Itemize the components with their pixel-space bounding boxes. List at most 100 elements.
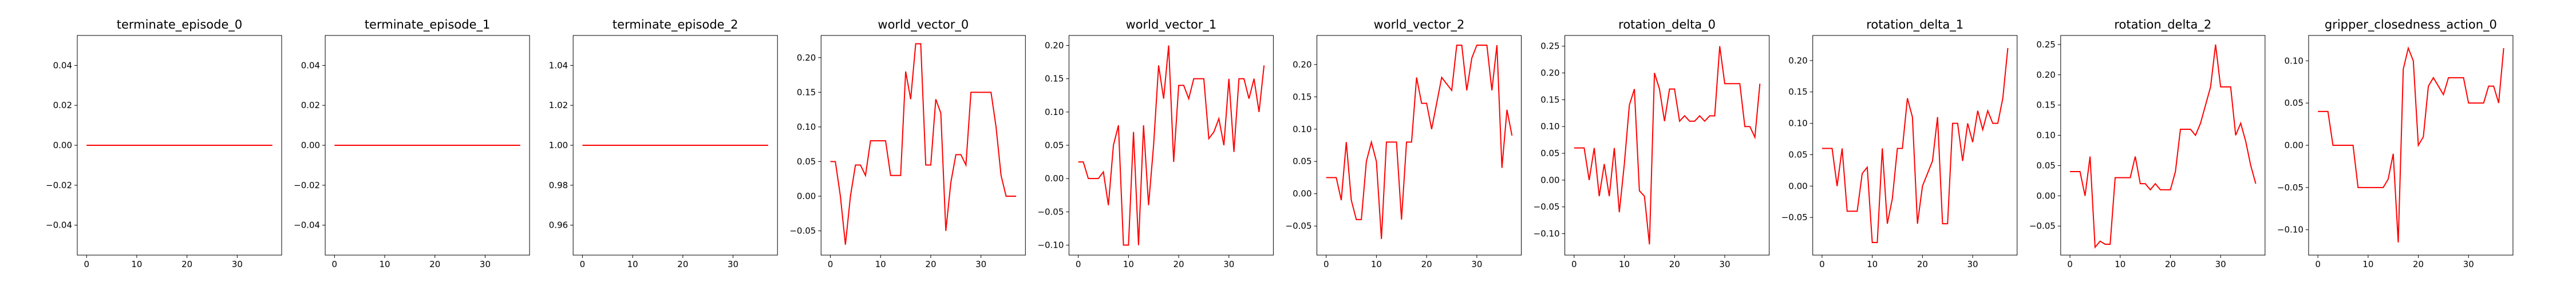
- plot-frame: [2308, 35, 2514, 256]
- y-tick-label: −0.05: [1286, 221, 1312, 231]
- y-tick-label: 1.02: [549, 100, 568, 110]
- subplot-8: rotation_delta_1 0 10 20 30 −0.05 0.00 0.05 0.10…: [1781, 18, 2018, 269]
- chart-title: world_vector_2: [1374, 18, 1465, 32]
- y-tick-label: 0.96: [549, 220, 568, 231]
- chart-title: terminate_episode_0: [117, 18, 243, 32]
- chart-title: rotation_delta_0: [1618, 18, 1716, 32]
- series-line: [1326, 44, 1513, 239]
- x-tick-label: 30: [2215, 259, 2226, 269]
- y-tick-label: 0.15: [1788, 87, 1807, 97]
- y-tick-label: 0.15: [1045, 74, 1064, 84]
- x-tick-label: 0: [332, 259, 338, 269]
- y-tick-label: −0.05: [1781, 212, 1808, 223]
- y-tick-label: 0.10: [2284, 55, 2303, 66]
- x-tick-label: 10: [1371, 259, 1382, 269]
- y-tick-label: 0.20: [1045, 40, 1064, 50]
- y-tick-label: 0.00: [1540, 175, 1559, 185]
- x-tick-label: 0: [1571, 259, 1577, 269]
- y-tick-label: −0.02: [46, 180, 72, 190]
- x-tick-label: 30: [975, 259, 986, 269]
- y-tick-label: 0.10: [1045, 107, 1064, 117]
- subplot-9: rotation_delta_2 0 10 20 30 −0.05 0.00 0.05 0.10…: [2029, 18, 2266, 269]
- series-line: [1822, 47, 2009, 244]
- chart-title: world_vector_0: [878, 18, 969, 32]
- x-tick-label: 10: [2115, 259, 2125, 269]
- chart-title: terminate_episode_2: [613, 18, 738, 32]
- x-tick-label: 20: [2413, 259, 2424, 269]
- x-tick-label: 10: [1619, 259, 1630, 269]
- y-tick-label: −0.10: [1534, 229, 1560, 239]
- y-tick-label: 0.05: [2284, 98, 2303, 108]
- x-tick-label: 30: [480, 259, 491, 269]
- x-tick-label: 0: [1819, 259, 1825, 269]
- x-tick-label: 10: [379, 259, 390, 269]
- x-tick-label: 30: [1471, 259, 1482, 269]
- y-tick-label: −0.10: [1037, 240, 1064, 251]
- y-tick-label: −0.04: [294, 220, 320, 231]
- x-tick-label: 0: [828, 259, 833, 269]
- y-tick-label: −0.04: [46, 220, 72, 231]
- subplot-7: rotation_delta_0 0 10 20 30 −0.10 −0.05 0.00 0.0…: [1534, 18, 1770, 269]
- plot-frame: [325, 35, 530, 256]
- y-tick-label: 0.02: [53, 100, 72, 110]
- y-tick-label: −0.05: [2277, 182, 2304, 193]
- y-tick-label: 0.25: [2036, 39, 2055, 50]
- x-tick-label: 10: [2362, 259, 2373, 269]
- x-tick-label: 20: [1917, 259, 1928, 269]
- y-tick-label: −0.02: [294, 180, 320, 190]
- subplot-5: world_vector_1 0 10 20 30 −0.10 −0.05 0.00 0.05 0…: [1037, 18, 1274, 269]
- x-tick-label: 0: [2067, 259, 2073, 269]
- y-tick-label: 0.20: [2036, 70, 2055, 80]
- y-tick-label: 0.00: [1293, 189, 1311, 199]
- subplot-10: gripper_closedness_action_0 0 10 20 30 −0.10 −…: [2277, 18, 2514, 269]
- y-tick-label: 0.00: [301, 140, 320, 150]
- y-tick-label: 0.10: [2036, 130, 2055, 141]
- subplot-4: world_vector_0 0 10 20 30 −0.05 0.00 0.05 0.10 0.…: [789, 18, 1026, 269]
- y-tick-label: 0.20: [1540, 68, 1559, 78]
- x-tick-label: 0: [580, 259, 586, 269]
- x-tick-label: 0: [2315, 259, 2321, 269]
- y-tick-label: 0.10: [1293, 124, 1311, 134]
- y-tick-label: 0.00: [797, 191, 816, 201]
- y-tick-label: 1.00: [549, 140, 568, 150]
- y-tick-label: 0.05: [797, 156, 816, 166]
- x-tick-label: 30: [2463, 259, 2474, 269]
- plot-frame: [77, 35, 282, 256]
- x-tick-label: 20: [429, 259, 440, 269]
- y-tick-label: −0.05: [2029, 221, 2056, 231]
- y-tick-label: 0.15: [1293, 92, 1311, 102]
- chart-title: gripper_closedness_action_0: [2325, 18, 2497, 32]
- plot-frame: [2060, 35, 2266, 256]
- plot-frame: [1317, 35, 1522, 256]
- series-line: [2070, 44, 2257, 249]
- series-line: [2318, 46, 2504, 243]
- x-tick-label: 20: [1174, 259, 1184, 269]
- x-tick-label: 10: [627, 259, 638, 269]
- y-tick-label: 0.05: [2036, 160, 2055, 170]
- x-tick-label: 20: [2165, 259, 2176, 269]
- y-tick-label: 1.04: [549, 60, 568, 70]
- plot-frame: [1564, 35, 1770, 256]
- x-tick-label: 30: [1223, 259, 1234, 269]
- y-tick-label: 0.20: [1788, 55, 1807, 66]
- y-tick-label: −0.05: [1534, 202, 1560, 212]
- y-tick-label: 0.10: [1540, 121, 1559, 132]
- y-tick-label: 0.00: [1045, 173, 1064, 184]
- x-tick-label: 10: [1123, 259, 1134, 269]
- y-tick-label: 0.05: [1788, 149, 1807, 160]
- y-tick-label: −0.05: [1037, 206, 1064, 217]
- x-tick-label: 30: [232, 259, 243, 269]
- y-tick-label: 0.20: [797, 53, 816, 63]
- y-tick-label: 0.00: [53, 140, 72, 150]
- plot-frame: [1812, 35, 2018, 256]
- x-tick-label: 20: [1669, 259, 1680, 269]
- y-tick-label: 0.15: [2036, 100, 2055, 110]
- x-tick-label: 30: [1967, 259, 1978, 269]
- chart-title: rotation_delta_1: [1866, 18, 1963, 32]
- y-tick-label: 0.02: [301, 100, 320, 110]
- y-tick-label: 0.00: [2036, 190, 2055, 201]
- y-tick-label: 0.00: [2284, 140, 2303, 150]
- chart-title: world_vector_1: [1126, 18, 1217, 32]
- series-line: [830, 43, 1017, 245]
